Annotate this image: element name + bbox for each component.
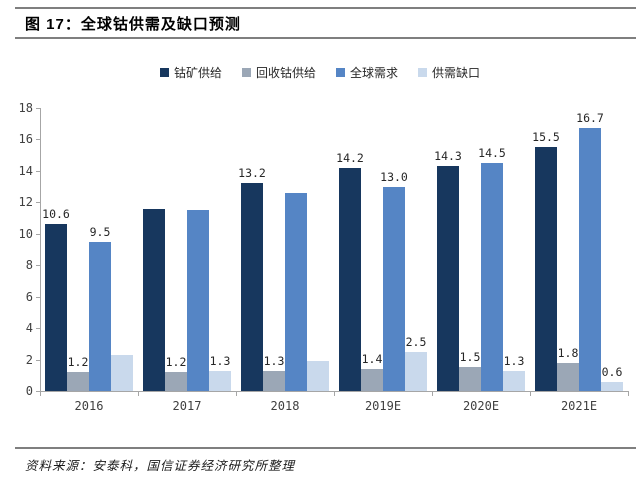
bar-全球需求-2020E <box>481 163 503 391</box>
chart-legend: 钴矿供给 回收钴供给 全球需求 供需缺口 <box>0 64 640 81</box>
bar-value-label: 10.6 <box>42 207 70 221</box>
y-tick-label: 12 <box>18 195 33 210</box>
bar-钴矿供给-2020E <box>437 166 459 391</box>
y-tick-label: 18 <box>18 101 33 115</box>
category-label: 2021E <box>560 399 598 413</box>
category-label: 2016 <box>74 399 104 413</box>
y-tick-mark <box>36 202 40 204</box>
y-tick-mark <box>36 108 40 109</box>
x-tick-mark <box>334 392 335 396</box>
bar-全球需求-2019E <box>383 187 405 391</box>
bar-全球需求-2021E <box>579 128 601 391</box>
legend-item-0: 钴矿供给 <box>159 64 222 81</box>
y-tick-mark <box>36 391 40 392</box>
bar-供需缺口-2018 <box>307 361 329 391</box>
category-label: 2017 <box>172 399 202 413</box>
bar-钴矿供给-2019E <box>339 168 361 391</box>
bar-钴矿供给-2018 <box>241 183 263 391</box>
legend-item-3: 供需缺口 <box>418 64 480 81</box>
bar-回收钴供给-2019E <box>361 369 383 391</box>
x-tick-mark <box>432 392 433 396</box>
bar-供需缺口-2021E <box>601 382 623 391</box>
title-bottom-rule <box>15 37 636 39</box>
legend-label: 全球需求 <box>350 66 399 80</box>
y-axis-line <box>40 108 41 392</box>
y-tick-mark <box>36 139 40 141</box>
y-tick-label: 4 <box>25 321 33 336</box>
bar-value-label: 1.2 <box>67 355 89 369</box>
y-tick-label: 0 <box>25 384 33 398</box>
legend-label: 回收钴供给 <box>255 66 316 80</box>
bar-供需缺口-2016 <box>111 355 133 391</box>
bar-供需缺口-2019E <box>405 352 427 391</box>
bar-回收钴供给-2018 <box>263 371 285 391</box>
x-tick-mark <box>530 392 531 396</box>
x-tick-mark <box>40 392 41 396</box>
y-tick-mark <box>36 265 40 267</box>
bar-value-label: 14.5 <box>478 146 506 160</box>
category-label: 2020E <box>462 399 500 413</box>
legend-marker <box>159 68 169 77</box>
bar-回收钴供给-2020E <box>459 367 481 391</box>
bar-value-label: 1.3 <box>263 354 285 368</box>
y-tick-mark <box>36 233 40 235</box>
bar-回收钴供给-2021E <box>557 363 579 391</box>
legend-marker <box>336 68 345 77</box>
bar-value-label: 2.5 <box>405 335 427 349</box>
y-tick-mark <box>36 296 40 298</box>
x-tick-mark <box>236 392 237 396</box>
source-note: 资料来源：安泰科，国信证券经济研究所整理 <box>25 459 296 473</box>
bar-供需缺口-2020E <box>503 371 525 391</box>
bar-全球需求-2017 <box>187 210 209 391</box>
bar-value-label: 13.2 <box>238 166 266 180</box>
legend-item-2: 全球需求 <box>336 64 398 81</box>
category-label: 2018 <box>270 399 300 413</box>
legend-marker <box>241 68 251 77</box>
x-tick-mark <box>628 392 629 396</box>
bar-value-label: 0.6 <box>601 365 623 379</box>
bar-value-label: 14.3 <box>434 149 462 163</box>
bar-value-label: 14.2 <box>336 151 364 165</box>
legend-item-1: 回收钴供给 <box>241 64 316 81</box>
bar-全球需求-2018 <box>285 193 307 391</box>
bar-value-label: 1.2 <box>165 355 187 369</box>
bar-供需缺口-2017 <box>209 371 231 391</box>
bar-value-label: 16.7 <box>576 111 604 125</box>
y-tick-label: 8 <box>25 258 33 273</box>
bar-回收钴供给-2016 <box>67 372 89 391</box>
y-tick-mark <box>36 170 40 172</box>
y-tick-mark <box>36 328 40 330</box>
y-tick-label: 16 <box>18 132 33 147</box>
bar-回收钴供给-2017 <box>165 372 187 391</box>
y-tick-label: 2 <box>25 352 33 367</box>
footer-rule <box>15 447 636 449</box>
x-axis-line <box>40 391 629 392</box>
bar-钴矿供给-2016 <box>45 224 67 391</box>
bar-value-label: 1.4 <box>361 352 383 366</box>
legend-label: 钴矿供给 <box>173 66 222 80</box>
bar-钴矿供给-2017 <box>143 209 165 391</box>
legend-label: 供需缺口 <box>432 66 481 80</box>
y-tick-mark <box>36 359 40 361</box>
bar-value-label: 15.5 <box>532 130 560 144</box>
bar-value-label: 1.3 <box>209 354 231 368</box>
bar-value-label: 1.5 <box>459 350 481 364</box>
y-tick-label: 6 <box>25 289 33 304</box>
legend-marker <box>418 68 428 77</box>
y-tick-label: 10 <box>18 226 33 241</box>
x-tick-mark <box>138 392 139 396</box>
top-rule <box>15 7 636 9</box>
figure-title: 图 17：全球钴供需及缺口预测 <box>25 16 241 33</box>
category-label: 2019E <box>364 399 402 413</box>
bar-value-label: 9.5 <box>89 225 111 239</box>
bar-value-label: 13.0 <box>380 170 408 184</box>
y-tick-label: 14 <box>18 163 33 178</box>
bar-全球需求-2016 <box>89 242 111 391</box>
bar-钴矿供给-2021E <box>535 147 557 391</box>
bar-value-label: 1.8 <box>557 346 579 360</box>
bar-value-label: 1.3 <box>503 354 525 368</box>
